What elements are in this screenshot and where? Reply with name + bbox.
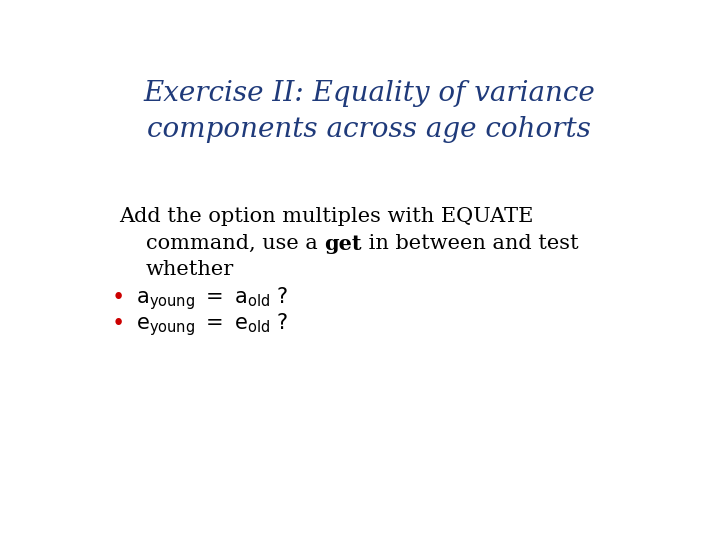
Text: $\rm{a}_{\rm{young}}\ =\ \rm{a}_{\rm{old}}\ ?$: $\rm{a}_{\rm{young}}\ =\ \rm{a}_{\rm{old… bbox=[137, 285, 289, 312]
Text: Exercise II: Equality of variance
components across age cohorts: Exercise II: Equality of variance compon… bbox=[143, 80, 595, 143]
Text: •: • bbox=[112, 313, 125, 335]
Text: get: get bbox=[324, 234, 361, 254]
Text: •: • bbox=[112, 287, 125, 308]
Text: $\rm{e}_{\rm{young}}\ =\ \rm{e}_{\rm{old}}\ ?$: $\rm{e}_{\rm{young}}\ =\ \rm{e}_{\rm{old… bbox=[137, 311, 289, 338]
Text: Add the option multiples with EQUATE: Add the option multiples with EQUATE bbox=[120, 207, 534, 226]
Text: command, use a: command, use a bbox=[145, 234, 324, 253]
Text: in between and test: in between and test bbox=[361, 234, 578, 253]
Text: whether: whether bbox=[145, 260, 234, 279]
